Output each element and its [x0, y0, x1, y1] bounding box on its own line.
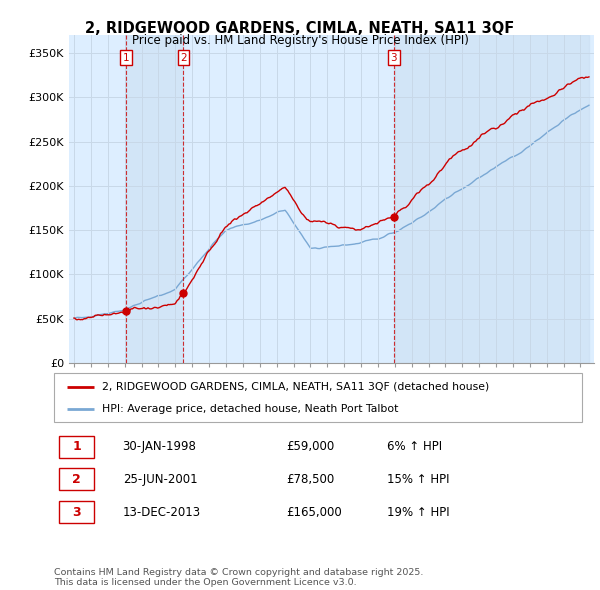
Text: 25-JUN-2001: 25-JUN-2001 — [122, 473, 197, 486]
Bar — [394, 35, 589, 363]
Bar — [126, 35, 184, 363]
Text: Contains HM Land Registry data © Crown copyright and database right 2025.
This d: Contains HM Land Registry data © Crown c… — [54, 568, 424, 587]
FancyBboxPatch shape — [59, 501, 94, 523]
Text: 2: 2 — [73, 473, 81, 486]
FancyBboxPatch shape — [59, 435, 94, 458]
Text: 1: 1 — [73, 440, 81, 453]
Text: HPI: Average price, detached house, Neath Port Talbot: HPI: Average price, detached house, Neat… — [101, 404, 398, 414]
Text: 30-JAN-1998: 30-JAN-1998 — [122, 440, 197, 453]
Text: 2, RIDGEWOOD GARDENS, CIMLA, NEATH, SA11 3QF (detached house): 2, RIDGEWOOD GARDENS, CIMLA, NEATH, SA11… — [101, 382, 489, 392]
Text: 1: 1 — [123, 53, 130, 63]
Text: 3: 3 — [391, 53, 397, 63]
Text: 13-DEC-2013: 13-DEC-2013 — [122, 506, 201, 519]
Text: £165,000: £165,000 — [286, 506, 342, 519]
FancyBboxPatch shape — [54, 373, 582, 422]
Text: 2, RIDGEWOOD GARDENS, CIMLA, NEATH, SA11 3QF: 2, RIDGEWOOD GARDENS, CIMLA, NEATH, SA11… — [85, 21, 515, 35]
Text: £78,500: £78,500 — [286, 473, 335, 486]
Text: 3: 3 — [73, 506, 81, 519]
Text: 15% ↑ HPI: 15% ↑ HPI — [386, 473, 449, 486]
Text: Price paid vs. HM Land Registry's House Price Index (HPI): Price paid vs. HM Land Registry's House … — [131, 34, 469, 47]
Text: 6% ↑ HPI: 6% ↑ HPI — [386, 440, 442, 453]
Text: 2: 2 — [180, 53, 187, 63]
FancyBboxPatch shape — [59, 468, 94, 490]
Text: £59,000: £59,000 — [286, 440, 335, 453]
Text: 19% ↑ HPI: 19% ↑ HPI — [386, 506, 449, 519]
